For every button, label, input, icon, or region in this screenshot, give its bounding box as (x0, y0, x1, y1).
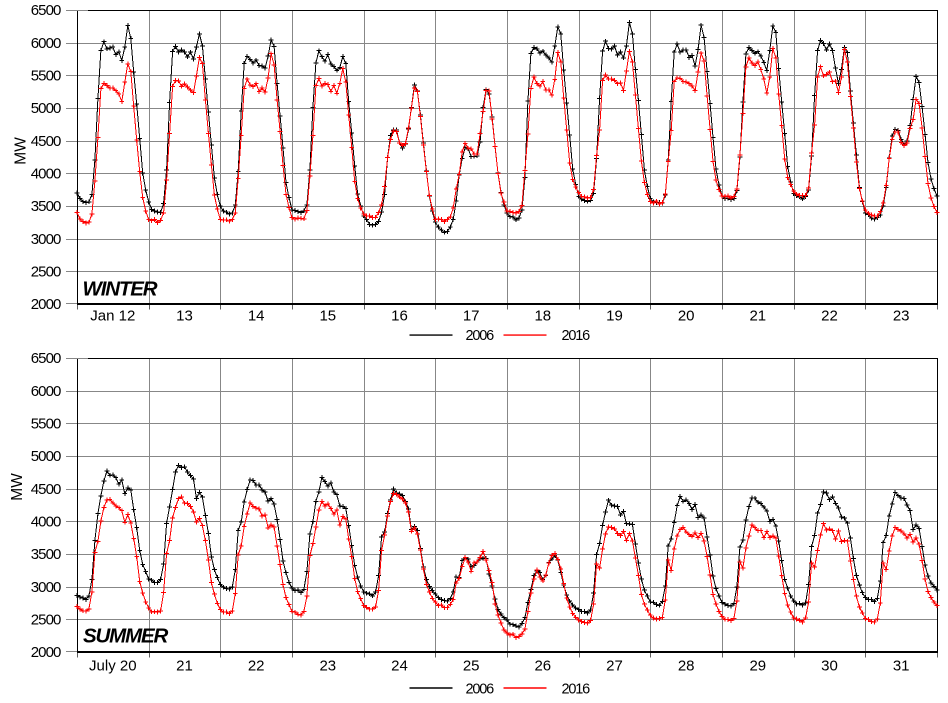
svg-text:2006: 2006 (466, 681, 495, 697)
svg-text:17: 17 (463, 308, 480, 325)
svg-text:15: 15 (319, 308, 336, 325)
svg-text:5500: 5500 (31, 68, 61, 85)
svg-text:2000: 2000 (31, 644, 61, 661)
svg-text:23: 23 (319, 657, 336, 674)
svg-text:WINTER: WINTER (83, 278, 158, 301)
svg-text:23: 23 (893, 308, 910, 325)
svg-text:21: 21 (749, 308, 766, 325)
svg-text:20: 20 (678, 308, 695, 325)
svg-text:6000: 6000 (31, 383, 61, 400)
svg-text:2006: 2006 (466, 328, 495, 344)
svg-text:4000: 4000 (31, 514, 61, 531)
svg-text:2500: 2500 (31, 612, 61, 629)
svg-text:22: 22 (248, 657, 265, 674)
svg-text:2000: 2000 (31, 296, 61, 313)
svg-text:2016: 2016 (562, 681, 591, 697)
svg-text:29: 29 (749, 657, 766, 674)
svg-text:4000: 4000 (31, 166, 61, 183)
svg-text:6500: 6500 (31, 2, 61, 19)
svg-text:2016: 2016 (562, 328, 591, 344)
svg-text:30: 30 (821, 657, 838, 674)
svg-text:MW: MW (9, 473, 26, 501)
svg-text:26: 26 (534, 657, 551, 674)
svg-text:3500: 3500 (31, 546, 61, 563)
svg-text:3500: 3500 (31, 198, 61, 215)
svg-text:5500: 5500 (31, 416, 61, 433)
svg-text:31: 31 (893, 657, 910, 674)
svg-text:6500: 6500 (31, 350, 61, 367)
svg-text:3000: 3000 (31, 231, 61, 248)
svg-text:MW: MW (13, 137, 30, 165)
svg-text:19: 19 (606, 308, 623, 325)
svg-text:14: 14 (248, 308, 265, 325)
svg-text:27: 27 (606, 657, 623, 674)
svg-text:21: 21 (176, 657, 193, 674)
svg-text:28: 28 (678, 657, 695, 674)
svg-text:13: 13 (176, 308, 193, 325)
svg-text:4500: 4500 (31, 133, 61, 150)
svg-text:Jan 12: Jan 12 (90, 308, 135, 325)
svg-text:22: 22 (821, 308, 838, 325)
svg-text:5000: 5000 (31, 100, 61, 117)
svg-text:SUMMER: SUMMER (83, 625, 169, 648)
svg-text:July 20: July 20 (89, 657, 137, 674)
svg-text:2500: 2500 (31, 264, 61, 281)
svg-text:25: 25 (463, 657, 480, 674)
svg-text:5000: 5000 (31, 448, 61, 465)
svg-text:18: 18 (534, 308, 551, 325)
svg-text:4500: 4500 (31, 481, 61, 498)
svg-text:24: 24 (391, 657, 408, 674)
svg-text:3000: 3000 (31, 579, 61, 596)
svg-text:6000: 6000 (31, 35, 61, 52)
svg-text:16: 16 (391, 308, 408, 325)
